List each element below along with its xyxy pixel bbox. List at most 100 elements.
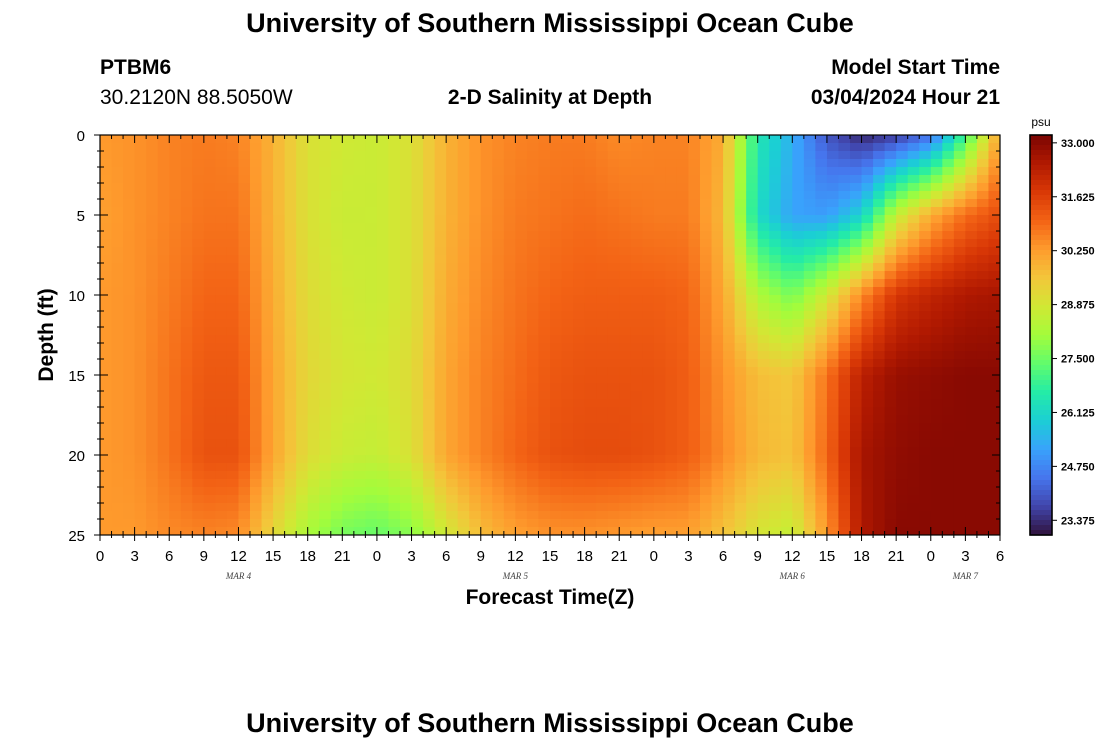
heatmap-cell [607,479,620,488]
heatmap-cell [746,527,759,535]
heatmap-cell [538,463,551,472]
heatmap-cell [330,511,343,520]
heatmap-cell [573,407,586,416]
heatmap-cell [400,183,413,192]
heatmap-cell [723,231,736,240]
heatmap-cell [330,247,343,256]
heatmap-cell [434,271,447,280]
heatmap-cell [676,279,690,288]
heatmap-cell [676,399,690,408]
heatmap-cell [976,135,990,144]
heatmap-cell [388,407,401,416]
heatmap-cell [169,407,182,416]
heatmap-cell [503,239,516,248]
heatmap-cell [792,519,805,528]
heatmap-cell [896,471,909,480]
heatmap-cell [319,167,332,176]
colorbar-segment [1030,415,1052,421]
heatmap-cell [584,335,597,344]
heatmap-cell [238,263,251,272]
heatmap-cell [550,247,563,256]
heatmap-cell [480,359,493,368]
heatmap-cell [723,375,736,384]
heatmap-cell [942,231,955,240]
heatmap-cell [192,167,205,176]
heatmap-cell [919,351,932,360]
heatmap-cell [930,527,943,535]
heatmap-cell [757,199,770,208]
heatmap-cell [157,207,170,216]
heatmap-cell [296,415,309,424]
heatmap-cell [550,407,563,416]
heatmap-cell [953,311,966,320]
heatmap-cell [965,215,978,224]
heatmap-cell [515,415,528,424]
heatmap-cell [815,415,828,424]
heatmap-cell [457,223,470,232]
heatmap-cell [203,255,216,264]
heatmap-cell [284,167,297,176]
heatmap-cell [365,151,378,160]
heatmap-cell [388,287,401,296]
heatmap-cell [365,303,378,312]
heatmap-cell [192,439,205,448]
heatmap-cell [307,327,320,336]
heatmap-cell [503,151,516,160]
heatmap-cell [988,447,1000,456]
heatmap-cell [561,359,574,368]
heatmap-cell [630,311,643,320]
heatmap-cell [238,439,251,448]
heatmap-cell [596,471,609,480]
heatmap-cell [965,207,978,216]
heatmap-cell [480,407,493,416]
heatmap-cell [180,151,193,160]
heatmap-cell [850,263,863,272]
heatmap-cell [203,319,216,328]
heatmap-cell [226,471,240,480]
heatmap-cell [596,495,609,504]
heatmap-cell [284,503,297,512]
heatmap-cell [884,255,897,264]
heatmap-cell [942,407,955,416]
heatmap-cell [261,295,274,304]
heatmap-cell [469,391,482,400]
heatmap-cell [157,183,170,192]
colorbar-segment [1030,405,1052,411]
heatmap-cell [296,175,309,184]
colorbar-segment [1030,480,1052,486]
heatmap-cell [700,263,713,272]
heatmap-cell [976,151,990,160]
heatmap-cell [123,447,136,456]
heatmap-cell [700,383,713,392]
heatmap-cell [284,431,297,440]
heatmap-cell [180,223,193,232]
heatmap-cell [976,375,990,384]
colorbar-tick-label: 33.000 [1061,138,1095,150]
heatmap-cell [861,343,874,352]
heatmap-cell [723,215,736,224]
heatmap-cell [550,223,563,232]
heatmap-cell [850,143,863,152]
heatmap-cell [746,407,759,416]
heatmap-cell [953,327,966,336]
heatmap-cell [526,295,540,304]
heatmap-cell [226,407,240,416]
heatmap-cell [988,311,1000,320]
heatmap-cell [838,263,851,272]
heatmap-cell [780,335,793,344]
heatmap-cell [400,199,413,208]
heatmap-cell [746,295,759,304]
heatmap-cell [215,143,228,152]
heatmap-cell [238,479,251,488]
heatmap-cell [907,399,920,408]
heatmap-cell [284,287,297,296]
heatmap-cell [653,415,666,424]
heatmap-cell [873,383,886,392]
heatmap-cell [896,495,909,504]
heatmap-cell [723,511,736,520]
heatmap-cell [284,519,297,528]
heatmap-cell [861,431,874,440]
heatmap-cell [734,183,747,192]
heatmap-cell [780,311,793,320]
heatmap-cell [480,351,493,360]
